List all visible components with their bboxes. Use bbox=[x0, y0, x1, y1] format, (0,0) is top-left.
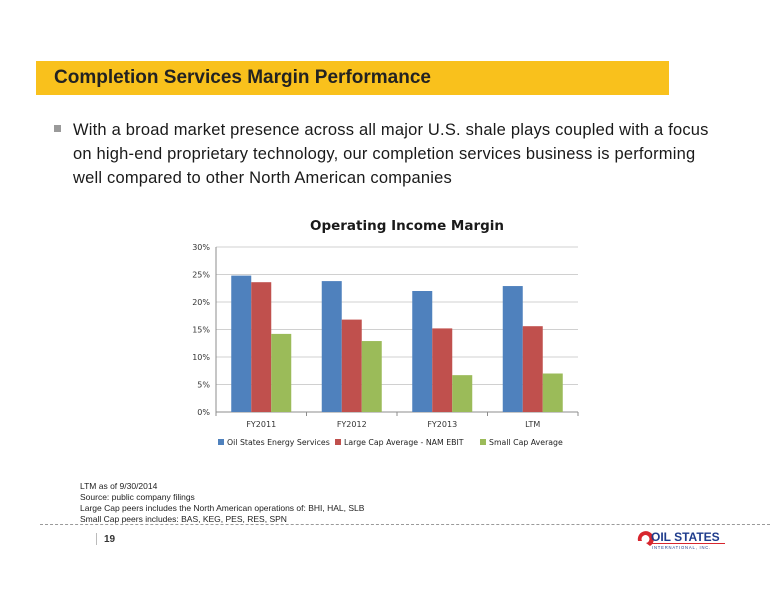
footer-divider bbox=[40, 524, 770, 525]
footnote-small-cap: Small Cap peers includes: BAS, KEG, PES,… bbox=[80, 514, 287, 524]
legend-label: Oil States Energy Services bbox=[227, 438, 330, 447]
bar bbox=[432, 328, 453, 412]
y-tick-label: 30% bbox=[192, 243, 210, 252]
chart-svg: Operating Income Margin 0% 5% 10% 15% 20% 25% 3… bbox=[192, 218, 579, 447]
svg-text:INTERNATIONAL, INC.: INTERNATIONAL, INC. bbox=[652, 545, 711, 550]
bar bbox=[271, 333, 292, 412]
legend-swatch bbox=[218, 439, 224, 445]
bullet-marker bbox=[54, 125, 61, 132]
footnote-source: Source: public company filings bbox=[80, 492, 195, 502]
y-tick-label: 15% bbox=[192, 326, 210, 335]
legend-swatch bbox=[335, 439, 341, 445]
oil-states-logo: OIL STATES INTERNATIONAL, INC. bbox=[636, 528, 726, 550]
x-tick-label: FY2013 bbox=[427, 420, 457, 429]
bar bbox=[341, 319, 362, 412]
bar bbox=[231, 275, 252, 412]
legend-label: Large Cap Average - NAM EBIT bbox=[344, 438, 464, 447]
footnote-large-cap: Large Cap peers includes the North Ameri… bbox=[80, 503, 365, 513]
bar bbox=[452, 375, 473, 412]
y-tick-label: 5% bbox=[197, 381, 210, 390]
bar bbox=[361, 341, 382, 412]
y-tick-label: 10% bbox=[192, 353, 210, 362]
bullet-text: With a broad market presence across all … bbox=[73, 121, 709, 187]
operating-income-margin-chart: Operating Income Margin 0% 5% 10% 15% 20% 25% 3… bbox=[180, 205, 600, 465]
page-number-separator bbox=[96, 533, 97, 545]
chart-title: Operating Income Margin bbox=[310, 218, 504, 234]
oil-states-logo-mark: OIL STATES INTERNATIONAL, INC. bbox=[637, 530, 725, 550]
footnote-ltm: LTM as of 9/30/2014 bbox=[80, 481, 158, 491]
x-tick-label: FY2012 bbox=[337, 420, 367, 429]
footnotes: LTM as of 9/30/2014 Source: public compa… bbox=[80, 481, 364, 525]
y-tick-label: 0% bbox=[197, 408, 210, 417]
svg-text:OIL STATES: OIL STATES bbox=[651, 530, 720, 544]
y-tick-label: 25% bbox=[192, 271, 210, 280]
page-title: Completion Services Margin Performance bbox=[54, 67, 431, 88]
x-tick-label: FY2011 bbox=[246, 420, 276, 429]
bar bbox=[502, 286, 523, 412]
x-tick-label: LTM bbox=[525, 420, 540, 429]
legend-label: Small Cap Average bbox=[489, 438, 563, 447]
bar bbox=[321, 281, 342, 412]
bar bbox=[251, 282, 272, 412]
bar bbox=[542, 373, 563, 412]
bar bbox=[522, 326, 543, 412]
legend-swatch bbox=[480, 439, 486, 445]
page-number: 19 bbox=[104, 534, 116, 545]
y-tick-label: 20% bbox=[192, 298, 210, 307]
bar bbox=[412, 291, 433, 412]
title-bar: Completion Services Margin Performance bbox=[36, 61, 669, 95]
